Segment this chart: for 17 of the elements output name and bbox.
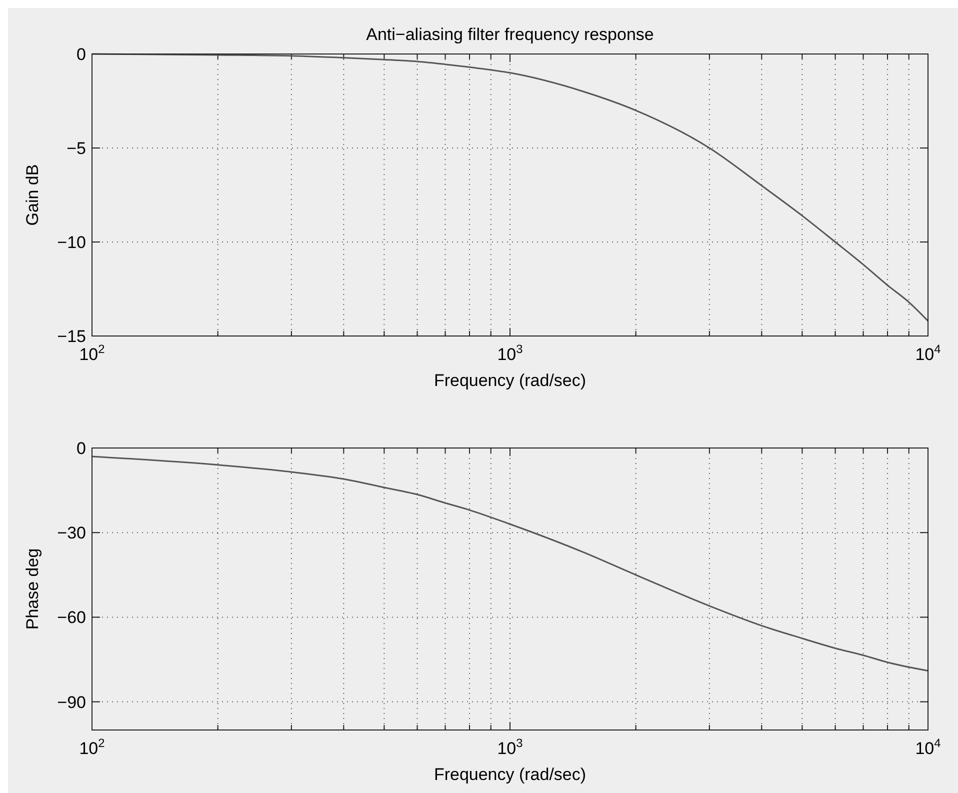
x-tick-label: 10$^{3}$ (497, 342, 524, 364)
y-axis-title: Phase deg (23, 548, 42, 630)
y-tick-label: −60 (57, 608, 86, 628)
y-axis-title: Gain dB (23, 164, 42, 226)
chart-title: Anti−aliasing filter frequency response (366, 25, 654, 44)
y-tick-label: −10 (57, 233, 86, 252)
x-tick-label: 10$^{2}$ (79, 736, 106, 758)
x-axis-title: Frequency (rad/sec) (434, 765, 586, 784)
x-tick-label: 10$^{3}$ (497, 736, 524, 758)
y-tick-label: 0 (76, 439, 86, 458)
x-tick-label: 10$^{4}$ (915, 342, 942, 364)
x-axis-title: Frequency (rad/sec) (434, 371, 586, 390)
y-tick-label: 0 (76, 45, 86, 64)
y-tick-label: −90 (57, 692, 86, 712)
y-tick-label: −5 (66, 139, 86, 158)
y-tick-label: −30 (57, 524, 86, 543)
x-tick-label: 10$^{4}$ (915, 736, 942, 758)
